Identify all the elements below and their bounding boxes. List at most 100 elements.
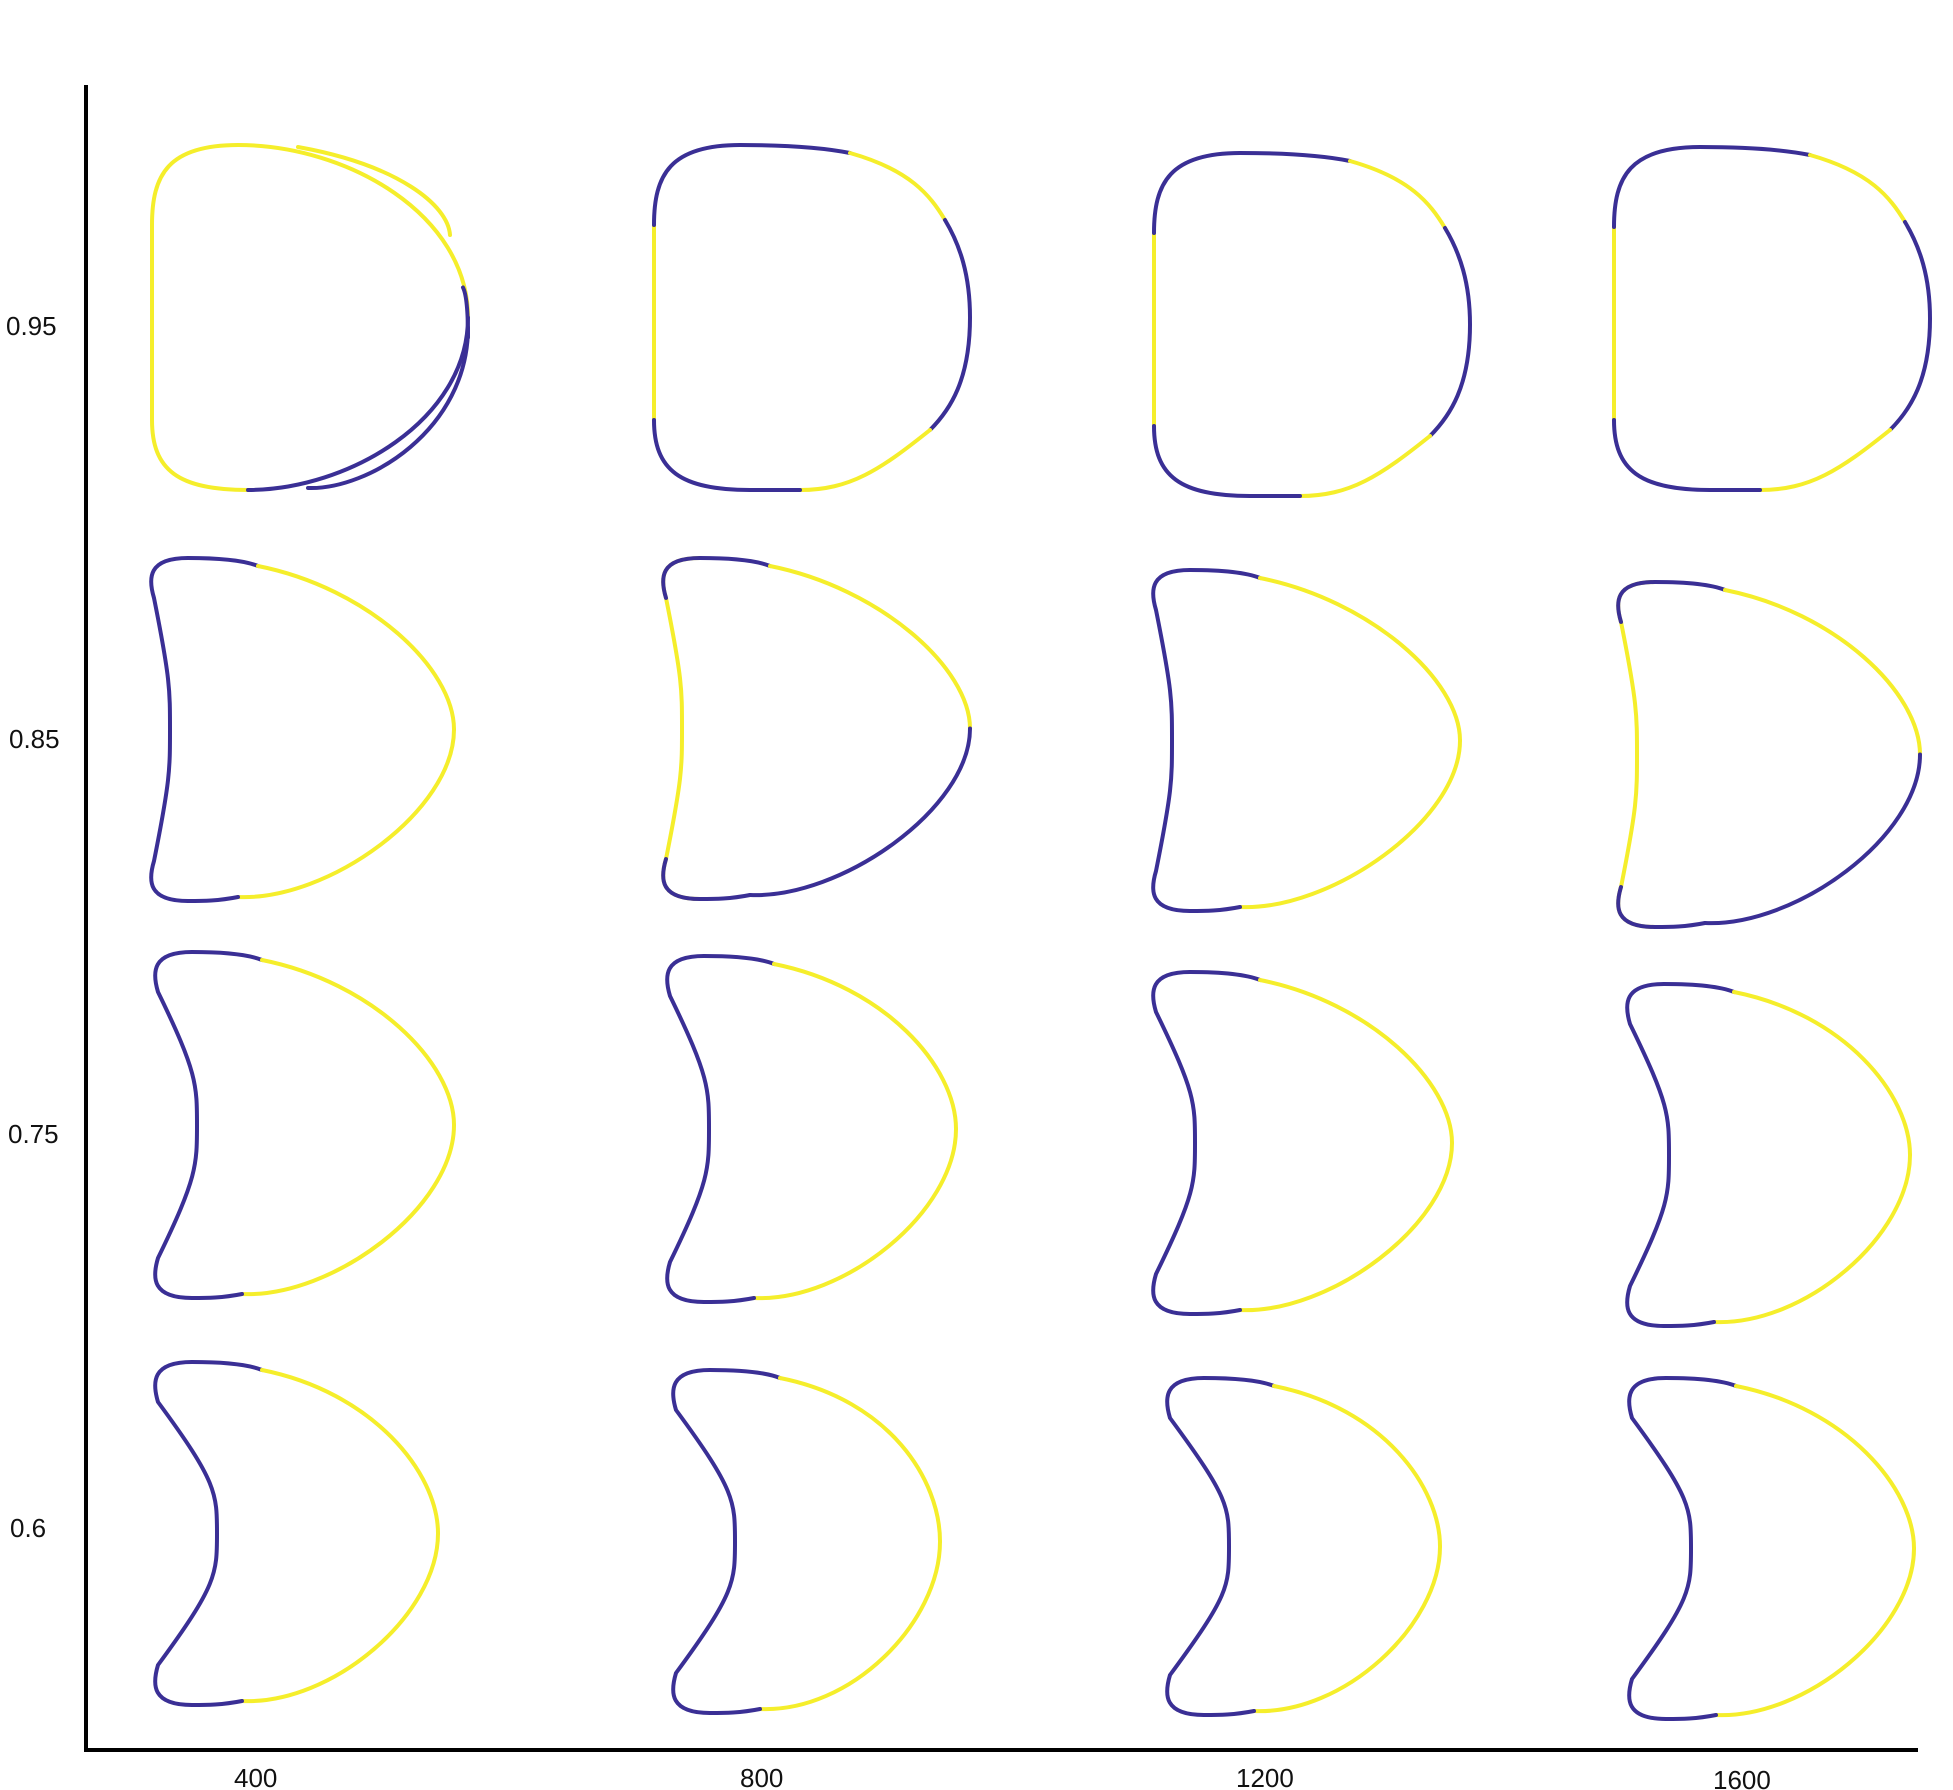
shape-outline-top: [1202, 1376, 1276, 1388]
shape-outline-top-corner: [1152, 151, 1242, 235]
shape-outline-upper: [848, 151, 947, 222]
shape-outline-back: [1625, 982, 1671, 1328]
x-tick-labels: 400 800 1200 1600: [234, 1763, 1771, 1790]
shape-outline-top-corner: [661, 556, 702, 600]
shape-outline-bottom: [1188, 1308, 1242, 1316]
shape-outline-upper: [1258, 978, 1454, 1145]
shape-outline-lower: [1703, 752, 1922, 926]
shape-outline-lower: [240, 1123, 456, 1297]
shapes-grid: [149, 143, 1933, 1721]
x-tick-label: 800: [740, 1763, 783, 1790]
y-tick-label: 0.6: [10, 1513, 46, 1543]
shape-outline-back: [1627, 1376, 1694, 1721]
shape-outline-lower: [236, 727, 456, 900]
shape-outline-bottom-corner: [1612, 418, 1712, 492]
shape-outline-tip: [1888, 220, 1933, 432]
shape-outline-bottom: [1664, 1713, 1718, 1721]
shape-outline-top: [1653, 580, 1727, 592]
shape-outline-back: [153, 950, 200, 1300]
shape-outline-lower: [758, 1539, 942, 1712]
shape-outline-upper: [1272, 1384, 1442, 1549]
shape-outline-upper: [1348, 159, 1447, 230]
shape-outline-lower: [1238, 738, 1462, 910]
shape-outline-lower-b: [306, 325, 470, 491]
shape-outline-bottom-corner: [661, 857, 702, 901]
shape-outline-top: [1188, 970, 1262, 982]
shape-outline-tip: [928, 218, 973, 432]
shape-outline-lower: [246, 315, 470, 492]
shape-outline-bottom: [1188, 905, 1242, 913]
shape-outline-back: [149, 556, 190, 903]
shape-outline-lower: [1712, 1153, 1912, 1325]
shape-outline-tip: [1428, 226, 1473, 438]
shape-outline-upper: [1732, 990, 1912, 1157]
shape-outline-lower: [1714, 1546, 1916, 1718]
shape-outline-bottom: [708, 1707, 762, 1715]
shape-outline-upper: [1808, 153, 1907, 224]
shape-outline-upper: [772, 962, 958, 1131]
shape-outline-bottom-corner: [652, 418, 752, 492]
shape-outline-upper: [1734, 1384, 1916, 1551]
shape-outline-top: [1698, 145, 1812, 157]
shape-outline-top: [708, 1368, 782, 1380]
shape-outline-upper: [260, 1368, 440, 1536]
shape-outline-top: [186, 556, 260, 568]
shape-outline-back: [1616, 580, 1657, 929]
shape-outline-upper: [778, 1376, 942, 1544]
shape-outline-back: [1151, 970, 1197, 1316]
shape-outline-top: [1188, 568, 1262, 580]
y-tick-label: 0.75: [8, 1119, 59, 1149]
shape-outline-lower: [240, 1531, 440, 1704]
shape-outline-lower: [798, 428, 932, 492]
shape-outline-back: [1165, 1376, 1232, 1717]
shape-outline-top-corner: [1616, 580, 1657, 624]
shape-outline-bottom-corner: [1616, 885, 1657, 929]
shape-outline-upper: [236, 143, 470, 320]
shape-outline-upper: [768, 564, 972, 731]
shape-outline-bottom: [190, 1699, 244, 1707]
shape-outline-bottom-corner: [1152, 424, 1252, 498]
y-tick-label: 0.95: [6, 311, 57, 341]
shape-outline-lower: [1238, 1141, 1454, 1313]
axes: [84, 85, 1918, 1752]
shape-outline-lower: [1758, 428, 1892, 492]
shape-outline-back: [661, 556, 702, 901]
shape-outline-bottom: [702, 1296, 756, 1304]
shape-outline-highlight: [296, 145, 452, 237]
shape-outline-top: [1238, 151, 1352, 163]
shape-outline-bottom: [1662, 1320, 1716, 1328]
shape-outline-lower: [1298, 434, 1432, 498]
shape-outline-back: [665, 954, 712, 1304]
shape-outline-top: [190, 1360, 264, 1372]
shape-outline-upper: [260, 958, 456, 1127]
shape-outline-upper: [256, 564, 456, 732]
x-tick-label: 1200: [1236, 1763, 1294, 1790]
x-tick-label: 400: [234, 1763, 277, 1790]
shape-outline-bottom: [698, 893, 752, 901]
shape-outline-lower: [752, 1127, 958, 1301]
y-tick-label: 0.85: [9, 724, 60, 754]
shape-outline-bottom: [1202, 1709, 1256, 1717]
shape-outline-lower: [1252, 1544, 1442, 1714]
shape-outline-bottom: [186, 895, 240, 903]
shape-outline-top-corner: [1612, 145, 1702, 229]
shape-outline-back: [1151, 568, 1192, 913]
shape-outline-bottom: [1653, 921, 1707, 929]
shape-outline-top: [1662, 982, 1736, 994]
shape-outline-upper: [1258, 576, 1462, 743]
shape-outline-top-corner: [652, 143, 742, 227]
shape-outline-top: [1664, 1376, 1738, 1388]
shape-outline-back: [671, 1368, 738, 1715]
shape-outline-back: [150, 143, 250, 492]
shape-outline-back: [153, 1360, 220, 1707]
shape-outline-top: [702, 954, 776, 966]
shape-outline-top: [698, 556, 772, 568]
x-tick-label: 1600: [1713, 1765, 1771, 1790]
shape-outline-top: [190, 950, 264, 962]
shape-outline-lower: [748, 726, 972, 898]
shape-outline-upper: [1723, 588, 1922, 757]
shape-outline-tip: [461, 285, 470, 340]
shape-outline-bottom: [190, 1292, 244, 1300]
y-tick-labels: 0.95 0.85 0.75 0.6: [6, 311, 60, 1543]
